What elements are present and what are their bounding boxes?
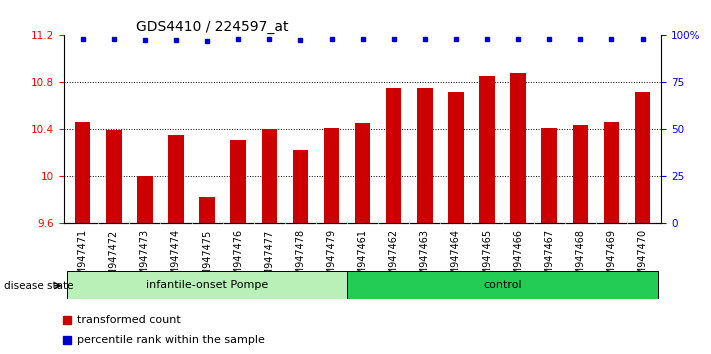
Text: disease state: disease state (4, 281, 73, 291)
Text: infantile-onset Pompe: infantile-onset Pompe (146, 280, 268, 290)
Bar (67, 271, 347, 299)
Bar (137, 176, 153, 223)
Bar (355, 123, 370, 223)
Bar (262, 129, 277, 223)
Bar (230, 140, 246, 223)
Bar (75, 122, 90, 223)
Bar (542, 128, 557, 223)
Bar (479, 76, 495, 223)
Bar (448, 92, 464, 223)
Bar (417, 88, 432, 223)
Text: transformed count: transformed count (77, 315, 181, 325)
Text: GDS4410 / 224597_at: GDS4410 / 224597_at (136, 21, 288, 34)
Bar (347, 271, 658, 299)
Text: control: control (483, 280, 522, 290)
Bar (635, 92, 651, 223)
Bar (510, 73, 526, 223)
Bar (106, 130, 122, 223)
Bar (572, 125, 588, 223)
Bar (199, 197, 215, 223)
Bar (169, 135, 183, 223)
Bar (604, 122, 619, 223)
Bar (386, 88, 402, 223)
Bar (293, 150, 308, 223)
Text: percentile rank within the sample: percentile rank within the sample (77, 335, 265, 345)
Bar (324, 128, 339, 223)
